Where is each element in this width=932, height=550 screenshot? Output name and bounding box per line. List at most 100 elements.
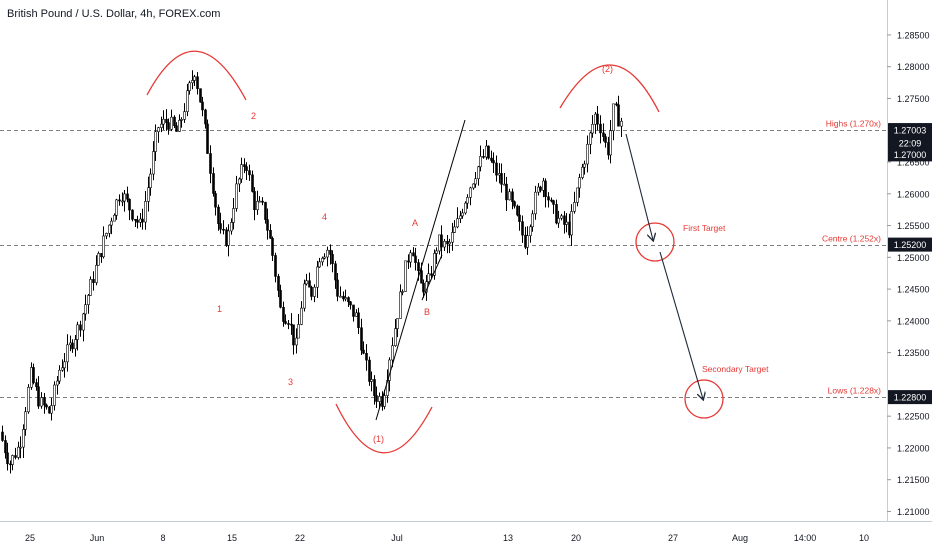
candle-body — [95, 264, 98, 283]
y-tick-label: 1.21500 — [897, 475, 930, 485]
candle-body — [206, 123, 209, 154]
candle-body — [225, 229, 228, 246]
candle-body — [157, 127, 160, 132]
candle-body — [323, 256, 326, 259]
candle-body — [500, 173, 503, 185]
price-label-box — [888, 147, 932, 162]
candle-body — [461, 212, 464, 217]
candle-body — [326, 249, 329, 258]
wave-label-w2: (2) — [602, 64, 613, 74]
candle-body — [513, 201, 516, 207]
candle-body — [456, 218, 459, 228]
candle-body — [167, 122, 170, 130]
first-target-label: First Target — [683, 223, 726, 233]
candle-body — [248, 170, 251, 176]
candle-body — [53, 384, 56, 406]
candle-body — [292, 324, 295, 346]
candle-body — [108, 224, 111, 234]
x-tick-label: 14:00 — [794, 533, 817, 543]
candle-body — [14, 455, 17, 458]
candle-body — [45, 404, 48, 408]
price-axis[interactable]: 1.21000 1.21500 1.22000 1.22500 1.23500 1.240… — [887, 30, 930, 517]
candle-body — [1, 431, 4, 441]
x-tick-label: 8 — [160, 533, 165, 543]
candle-body — [420, 270, 423, 284]
candle-body — [329, 249, 332, 255]
candle-body — [573, 202, 576, 212]
candle-body — [87, 295, 90, 305]
candle-body — [97, 253, 100, 266]
candle-body — [284, 321, 287, 324]
candle-body — [316, 266, 319, 288]
candle-body — [214, 193, 217, 208]
candle-body — [511, 191, 514, 202]
candle-body — [136, 219, 139, 223]
candle-body — [466, 197, 469, 204]
candle-body — [227, 230, 230, 246]
candle-body — [508, 191, 511, 201]
wave-label-b: B — [424, 307, 430, 317]
candle-body — [563, 215, 566, 225]
candle-body — [375, 395, 378, 402]
candle-body — [204, 109, 207, 125]
candle-body — [576, 187, 579, 203]
candle-body — [552, 200, 555, 205]
candle-body — [264, 202, 267, 220]
candle-body — [586, 143, 589, 165]
candle-body — [516, 205, 519, 216]
price-label: 1.22800 — [894, 393, 927, 403]
x-tick-label: Jun — [90, 533, 105, 543]
price-labels: 1.27003 22:09 1.27000 1.25200 1.22800 — [888, 123, 932, 405]
candle-body — [620, 120, 623, 127]
candle-body — [544, 180, 547, 197]
x-tick-label: Jul — [391, 533, 403, 543]
candle-body — [152, 151, 155, 175]
trend-line-2 — [421, 254, 443, 301]
wave-label-a: A — [412, 218, 418, 228]
candle-body — [604, 136, 607, 143]
candle-body — [300, 307, 303, 325]
candle-body — [274, 255, 277, 277]
candle-body — [492, 160, 495, 164]
first-target-circle — [635, 222, 675, 262]
candle-body — [69, 342, 72, 346]
time-axis[interactable]: 25 Jun 8 15 22 Jul 13 20 27 Aug 14:00 10 — [25, 533, 869, 543]
candle-body — [609, 130, 612, 156]
candle-body — [581, 166, 584, 178]
x-tick-label: 22 — [295, 533, 305, 543]
candle-body — [321, 258, 324, 263]
x-tick-label: 27 — [668, 533, 678, 543]
candle-body — [212, 173, 215, 194]
candle-body — [22, 429, 25, 448]
y-tick-label: 1.24000 — [897, 316, 930, 326]
y-tick-label: 1.28500 — [897, 30, 930, 40]
candle-body — [17, 446, 20, 458]
candle-body — [615, 103, 618, 106]
y-tick-label: 1.21000 — [897, 507, 930, 517]
candle-body — [318, 261, 321, 268]
candle-body — [66, 344, 69, 363]
trend-line — [375, 119, 466, 421]
candle-body — [74, 339, 77, 350]
candle-body — [401, 291, 404, 293]
candle-body — [433, 253, 436, 276]
candle-body — [154, 131, 157, 152]
candle-body — [469, 187, 472, 198]
annotations: 2 1 3 4 A B (1) (2) First Target Seconda… — [146, 50, 881, 454]
candle-body — [71, 342, 74, 350]
candle-body — [58, 369, 61, 382]
candle-body — [368, 359, 371, 382]
price-label: 1.27000 — [894, 150, 927, 160]
candle-body — [193, 76, 196, 81]
candle-body — [373, 379, 376, 396]
candle-body — [9, 463, 12, 466]
candle-body — [258, 200, 261, 203]
candles — [1, 70, 623, 474]
y-tick-label: 1.25500 — [897, 221, 930, 231]
candle-body — [123, 193, 126, 202]
y-tick-label: 1.25000 — [897, 253, 930, 263]
wave-label-w1: (1) — [373, 434, 384, 444]
candle-body — [11, 455, 14, 465]
projection-arrow-1 — [625, 133, 653, 240]
candle-body — [217, 206, 220, 224]
